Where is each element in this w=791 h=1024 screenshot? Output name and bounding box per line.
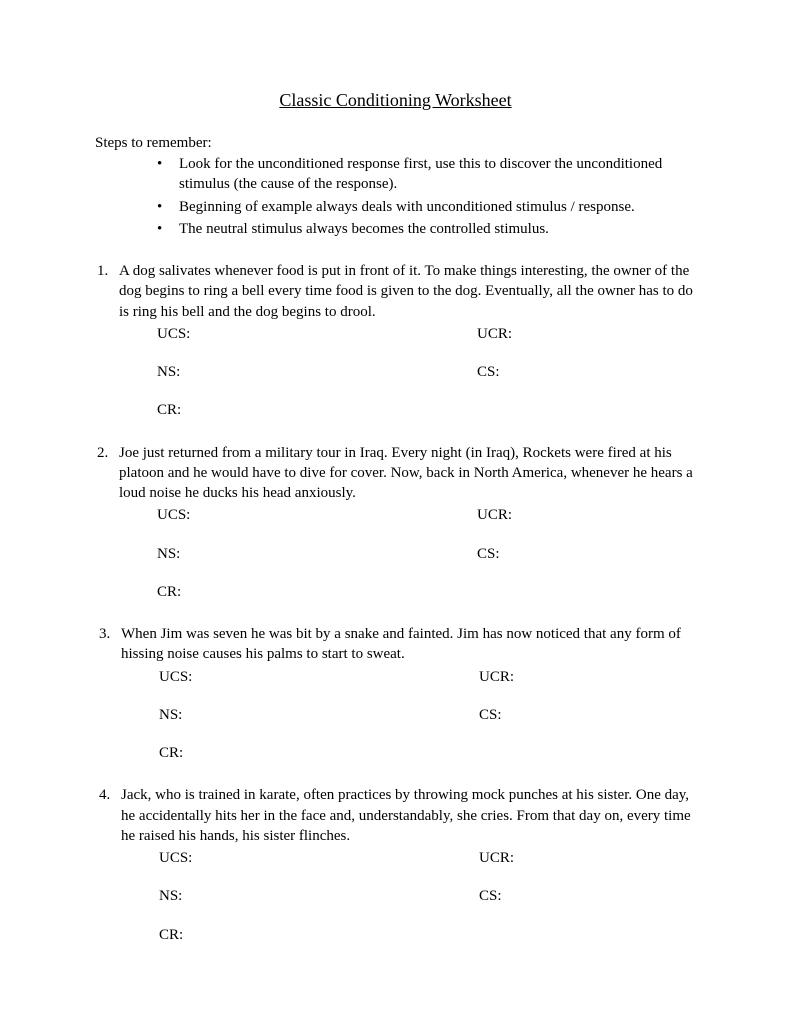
answer-row: NS: CS: [157,544,696,564]
question-3: 3. When Jim was seven he was bit by a sn… [95,624,696,763]
answer-row: UCS: UCR: [157,505,696,525]
answer-block: UCS: UCR: NS: CS: CR: [121,667,696,764]
ucr-label: UCR: [479,667,696,687]
ucs-label: UCS: [157,505,477,525]
ns-label: NS: [157,544,477,564]
bullet-icon: • [157,154,179,195]
answer-row: NS: CS: [159,705,696,725]
answer-row: UCS: UCR: [157,324,696,344]
ucr-label: UCR: [477,505,696,525]
question-body: Jack, who is trained in karate, often pr… [121,785,696,945]
question-text: Jack, who is trained in karate, often pr… [121,785,696,846]
question-body: A dog salivates whenever food is put in … [119,261,696,421]
worksheet-page: Classic Conditioning Worksheet Steps to … [0,0,791,945]
bullet-icon: • [157,219,179,239]
ucr-label: UCR: [477,324,696,344]
bullet-item: • Beginning of example always deals with… [157,197,696,217]
answer-row: NS: CS: [159,886,696,906]
question-text: When Jim was seven he was bit by a snake… [121,624,696,665]
question-number: 3. [95,624,121,763]
steps-heading: Steps to remember: [95,135,696,152]
answer-row: UCS: UCR: [159,667,696,687]
question-number: 4. [95,785,121,945]
bullet-item: • The neutral stimulus always becomes th… [157,219,696,239]
bullet-text: Look for the unconditioned response firs… [179,154,696,195]
bullet-item: • Look for the unconditioned response fi… [157,154,696,195]
question-1: 1. A dog salivates whenever food is put … [95,261,696,421]
question-4: 4. Jack, who is trained in karate, often… [95,785,696,945]
question-text: A dog salivates whenever food is put in … [119,261,696,322]
ucs-label: UCS: [157,324,477,344]
cr-label: CR: [159,925,479,945]
question-text: Joe just returned from a military tour i… [119,443,696,504]
ucs-label: UCS: [159,667,479,687]
cr-label: CR: [157,582,477,602]
answer-row: CR: [159,925,696,945]
empty [477,400,696,420]
question-number: 2. [95,443,119,603]
empty [477,582,696,602]
answer-row: NS: CS: [157,362,696,382]
cs-label: CS: [477,362,696,382]
ns-label: NS: [157,362,477,382]
ns-label: NS: [159,886,479,906]
steps-bullet-list: • Look for the unconditioned response fi… [95,154,696,239]
answer-block: UCS: UCR: NS: CS: CR: [119,324,696,421]
question-2: 2. Joe just returned from a military tou… [95,443,696,603]
answer-row: UCS: UCR: [159,848,696,868]
answer-row: CR: [159,743,696,763]
empty [479,925,696,945]
page-title: Classic Conditioning Worksheet [95,90,696,111]
ucr-label: UCR: [479,848,696,868]
cs-label: CS: [479,886,696,906]
answer-block: UCS: UCR: NS: CS: CR: [119,505,696,602]
cs-label: CS: [479,705,696,725]
cs-label: CS: [477,544,696,564]
answer-row: CR: [157,582,696,602]
question-number: 1. [95,261,119,421]
ucs-label: UCS: [159,848,479,868]
ns-label: NS: [159,705,479,725]
bullet-icon: • [157,197,179,217]
cr-label: CR: [157,400,477,420]
cr-label: CR: [159,743,479,763]
empty [479,743,696,763]
answer-row: CR: [157,400,696,420]
bullet-text: Beginning of example always deals with u… [179,197,696,217]
bullet-text: The neutral stimulus always becomes the … [179,219,696,239]
question-body: When Jim was seven he was bit by a snake… [121,624,696,763]
answer-block: UCS: UCR: NS: CS: CR: [121,848,696,945]
question-body: Joe just returned from a military tour i… [119,443,696,603]
